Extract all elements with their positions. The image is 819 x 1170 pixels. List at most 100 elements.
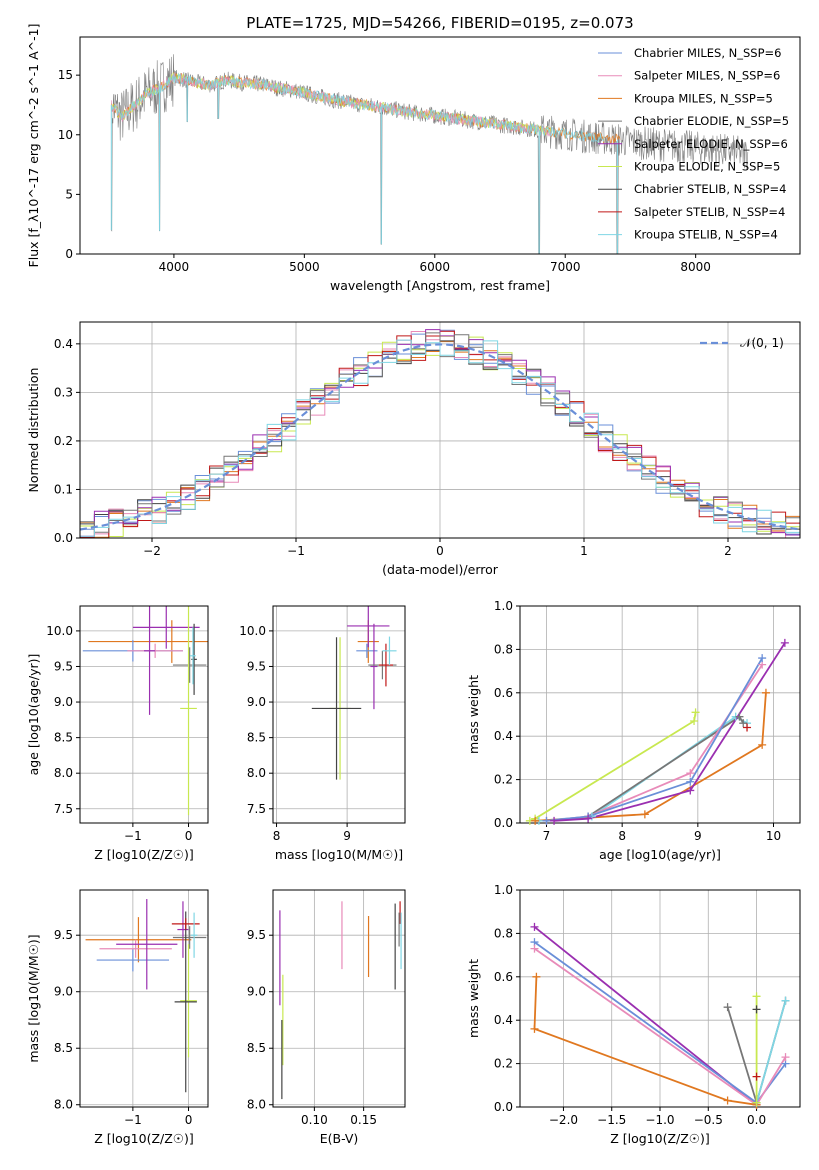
series-marker-purple	[584, 814, 593, 823]
observed-spectrum	[111, 54, 749, 254]
x-tick-label: 1	[580, 544, 588, 558]
x-tick-label: 0	[436, 544, 444, 558]
histogram-cyan	[80, 339, 800, 537]
plot-area	[80, 329, 800, 538]
axes-frame	[272, 605, 406, 824]
y-tick-label: 8.0	[54, 766, 73, 780]
y-tick-label: 8.5	[247, 1041, 266, 1055]
gaussian-curve	[80, 343, 800, 531]
y-tick-label: 0.4	[494, 729, 513, 743]
y-tick-label: 0	[65, 247, 73, 261]
x-axis-label: E(B-V)	[320, 1131, 359, 1146]
x-tick-label: 5000	[289, 260, 320, 274]
x-tick-label: 8000	[680, 260, 711, 274]
series-marker-red	[743, 723, 752, 732]
series-marker-pink	[781, 1053, 790, 1062]
x-axis-label: wavelength [Angstrom, rest frame]	[330, 278, 550, 293]
legend-label: Chabrier STELIB, N_SSP=4	[634, 182, 786, 196]
y-tick-label: 0.2	[54, 434, 73, 448]
y-tick-label: 0.6	[494, 686, 513, 700]
y-tick-label: 0.8	[494, 926, 513, 940]
legend-label: Salpeter MILES, N_SSP=6	[634, 69, 780, 83]
y-tick-label: 1.0	[494, 599, 513, 613]
series-line-blue	[546, 657, 763, 822]
y-tick-label: 9.0	[247, 985, 266, 999]
y-axis-label: mass weight	[466, 959, 481, 1038]
legend-label: Chabrier MILES, N_SSP=6	[634, 46, 781, 60]
x-tick-label: −1	[124, 1113, 142, 1127]
y-tick-label: 8.5	[54, 1041, 73, 1055]
x-tick-label: −1.0	[645, 1113, 674, 1127]
legend-label: Salpeter ELODIE, N_SSP=6	[634, 137, 788, 151]
y-tick-label: 9.5	[247, 928, 266, 942]
series-line-orange	[533, 976, 757, 1106]
series-marker-lime	[690, 717, 699, 726]
y-axis-label: mass weight	[466, 675, 481, 754]
series-marker-red	[752, 1072, 761, 1081]
y-tick-label: 8.0	[54, 1098, 73, 1112]
axes-frame	[79, 605, 209, 824]
panel-massweight_vs_age: 7 8 9 10 0.0 0.2 0.4 0.6 0.8 1.0 age [log10(age/yr…	[466, 599, 801, 862]
x-tick-label: 0	[185, 829, 193, 843]
x-tick-label: 7	[543, 829, 551, 843]
series-marker-lime	[691, 708, 700, 717]
series-marker-orange	[723, 1096, 732, 1105]
series-marker-purple	[530, 922, 539, 931]
x-tick-label: 8	[273, 829, 281, 843]
series-marker-lime	[752, 1098, 761, 1107]
series-marker-orange	[761, 688, 770, 697]
y-tick-label: 1.0	[494, 883, 513, 897]
series-marker-purple	[686, 786, 695, 795]
plot-area	[311, 606, 397, 780]
x-tick-label: 4000	[159, 260, 190, 274]
panel-age_vs_mass: 8 9 7.5 8.0 8.5 9.0 9.5 10.0 mass [log10(M/M☉)]	[239, 605, 406, 862]
series-marker-blue	[758, 654, 767, 663]
axes-frame	[519, 605, 801, 824]
series-marker-orange	[530, 1024, 539, 1033]
y-tick-label: 8.0	[247, 1098, 266, 1112]
y-axis-label: mass [log10(M/M☉)]	[26, 934, 41, 1062]
legend-label: Salpeter STELIB, N_SSP=4	[634, 205, 785, 219]
y-tick-label: 0.6	[494, 970, 513, 984]
y-tick-label: 8.0	[247, 766, 266, 780]
axes-frame	[79, 889, 209, 1108]
x-tick-label: 10	[766, 829, 781, 843]
x-tick-label: −1	[287, 544, 305, 558]
y-tick-label: 7.5	[54, 802, 73, 816]
plot-area	[85, 899, 207, 1093]
y-tick-label: 9.5	[247, 659, 266, 673]
y-tick-label: 0.8	[494, 642, 513, 656]
series-line-pink	[546, 664, 763, 822]
series-marker-dark	[752, 1005, 761, 1014]
x-tick-label: 7000	[550, 260, 581, 274]
y-tick-label: 0.4	[494, 1013, 513, 1027]
panel-mass_vs_ebv: 0.10 0.15 8.0 8.5 9.0 9.5 E(B-V)	[247, 889, 406, 1146]
axes-frame	[272, 889, 406, 1108]
series-marker-orange	[640, 810, 649, 819]
y-tick-label: 8.5	[54, 731, 73, 745]
figure-title: PLATE=1725, MJD=54266, FIBERID=0195, z=0…	[246, 14, 633, 32]
plot-area	[82, 606, 208, 816]
series-marker-blue	[542, 816, 551, 825]
legend-label: Kroupa STELIB, N_SSP=4	[634, 228, 778, 242]
y-axis-label: Flux [f_λ10^-17 erg cm^-2 s^-1 A^-1]	[26, 24, 41, 268]
x-tick-label: −2	[143, 544, 161, 558]
y-tick-label: 0.0	[54, 531, 73, 545]
x-tick-label: 8	[618, 829, 626, 843]
x-axis-label: (data-model)/error	[382, 562, 499, 577]
x-tick-label: 0.10	[301, 1113, 328, 1127]
plot-area	[529, 642, 786, 822]
legend-label: 𝒩(0, 1)	[740, 336, 784, 350]
x-tick-label: −1	[124, 829, 142, 843]
x-tick-label: 0.15	[350, 1113, 377, 1127]
x-tick-label: 6000	[420, 260, 451, 274]
series-marker-lime	[752, 992, 761, 1001]
panel-spectrum: 4000 5000 6000 7000 8000 0 5 10 15 wavelength [An…	[26, 24, 801, 293]
y-tick-label: 9.5	[54, 659, 73, 673]
x-tick-label: 0	[185, 1113, 193, 1127]
series-marker-orange	[531, 816, 540, 825]
y-tick-label: 0.0	[494, 816, 513, 830]
series-marker-pink	[530, 944, 539, 953]
y-tick-label: 9.5	[54, 928, 73, 942]
x-axis-label: Z [log10(Z/Z☉)]	[94, 1131, 194, 1146]
